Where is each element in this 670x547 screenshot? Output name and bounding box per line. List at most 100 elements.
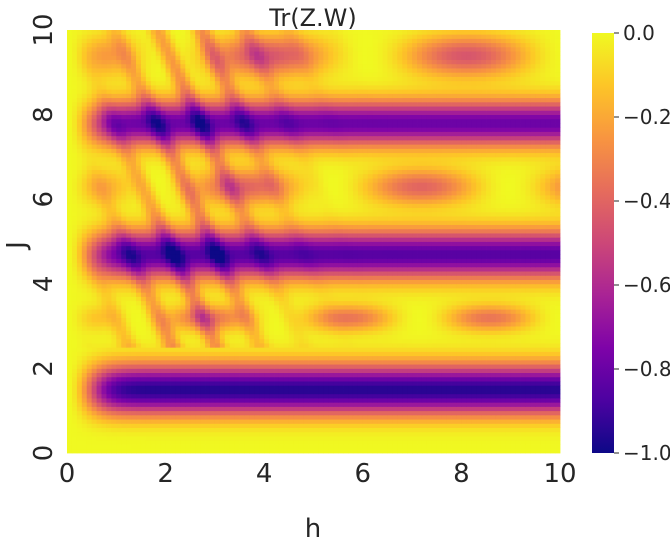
heatmap-cell	[254, 427, 260, 433]
heatmap-cell	[116, 313, 122, 319]
heatmap-cell	[451, 414, 457, 420]
heatmap-cell	[136, 381, 142, 386]
heatmap-cell	[160, 414, 166, 420]
heatmap-cell	[96, 376, 102, 382]
heatmap-cell	[145, 427, 152, 433]
heatmap-cell	[392, 245, 398, 251]
heatmap-cell	[244, 436, 250, 441]
heatmap-cell	[441, 389, 448, 395]
heatmap-cell	[466, 249, 472, 255]
heatmap-cell	[160, 304, 166, 310]
heatmap-cell	[426, 359, 433, 365]
heatmap-cell	[67, 258, 73, 264]
heatmap-cell	[278, 410, 285, 416]
heatmap-cell	[466, 275, 472, 280]
heatmap-cell	[362, 262, 369, 268]
heatmap-cell	[377, 279, 383, 285]
heatmap-cell	[180, 309, 186, 314]
heatmap-cell	[76, 419, 83, 424]
heatmap-cell	[96, 347, 102, 352]
heatmap-cell	[313, 317, 319, 323]
heatmap-cell	[328, 300, 334, 306]
heatmap-cell	[234, 398, 240, 403]
heatmap-cell	[343, 427, 349, 433]
heatmap-cell	[219, 427, 226, 433]
heatmap-cell	[86, 389, 93, 395]
heatmap-cell	[525, 338, 531, 344]
heatmap-cell	[116, 279, 122, 285]
heatmap-cell	[101, 444, 107, 450]
heatmap-cell	[372, 368, 378, 374]
heatmap-cell	[471, 393, 477, 399]
heatmap-cell	[338, 266, 344, 272]
heatmap-cell	[140, 275, 147, 280]
heatmap-cell	[392, 444, 398, 450]
heatmap-cell	[200, 279, 206, 285]
heatmap-cell	[436, 296, 443, 302]
heatmap-cell	[86, 292, 93, 297]
heatmap-cell	[298, 304, 305, 310]
heatmap-cell	[185, 249, 191, 255]
heatmap-cell	[126, 364, 132, 369]
heatmap-cell	[106, 245, 112, 251]
heatmap-cell	[136, 279, 142, 285]
heatmap-cell	[372, 330, 378, 335]
heatmap-cell	[333, 304, 339, 310]
heatmap-cell	[71, 271, 78, 276]
heatmap-cell	[209, 414, 216, 420]
heatmap-cell	[67, 326, 73, 331]
heatmap-cell	[431, 406, 438, 412]
heatmap-cell	[254, 338, 260, 344]
heatmap-cell	[67, 321, 73, 327]
heatmap-cell	[530, 372, 536, 378]
heatmap-cell	[259, 254, 265, 259]
heatmap-cell	[136, 245, 142, 251]
heatmap-cell	[490, 300, 497, 306]
heatmap-cell	[293, 241, 300, 247]
heatmap-cell	[412, 385, 418, 390]
heatmap-cell	[219, 300, 226, 306]
heatmap-cell	[328, 389, 334, 395]
heatmap-cell	[91, 326, 97, 331]
heatmap-cell	[328, 275, 334, 280]
heatmap-cell	[333, 355, 339, 361]
heatmap-cell	[81, 334, 88, 340]
heatmap-cell	[86, 254, 93, 259]
heatmap-cell	[392, 448, 398, 454]
heatmap-cell	[397, 266, 403, 272]
heatmap-cell	[259, 292, 265, 297]
heatmap-cell	[155, 326, 162, 331]
heatmap-cell	[441, 414, 448, 420]
heatmap-cell	[421, 427, 428, 433]
heatmap-cell	[269, 304, 275, 310]
heatmap-cell	[451, 364, 457, 369]
heatmap-cell	[274, 427, 280, 433]
heatmap-cell	[293, 427, 300, 433]
heatmap-cell	[219, 334, 226, 340]
heatmap-cell	[402, 414, 408, 420]
heatmap-cell	[348, 245, 354, 251]
heatmap-cell	[76, 326, 83, 331]
heatmap-cell	[214, 372, 221, 378]
heatmap-cell	[274, 296, 280, 302]
heatmap-cell	[165, 326, 171, 331]
heatmap-cell	[421, 271, 428, 276]
heatmap-cell	[160, 419, 166, 424]
heatmap-cell	[298, 368, 305, 374]
heatmap-cell	[392, 288, 398, 293]
heatmap-cell	[264, 385, 270, 390]
heatmap-cell	[471, 423, 477, 429]
heatmap-cell	[436, 448, 443, 454]
heatmap-cell	[209, 258, 216, 264]
heatmap-cell	[96, 309, 102, 314]
heatmap-cell	[116, 372, 122, 378]
heatmap-cell	[535, 330, 541, 335]
heatmap-cell	[140, 364, 147, 369]
heatmap-cell	[214, 347, 221, 352]
heatmap-cell	[195, 389, 201, 395]
heatmap-cell	[421, 385, 428, 390]
heatmap-cell	[451, 368, 457, 374]
heatmap-cell	[343, 309, 349, 314]
heatmap-cell	[352, 304, 359, 310]
heatmap-cell	[180, 245, 186, 251]
